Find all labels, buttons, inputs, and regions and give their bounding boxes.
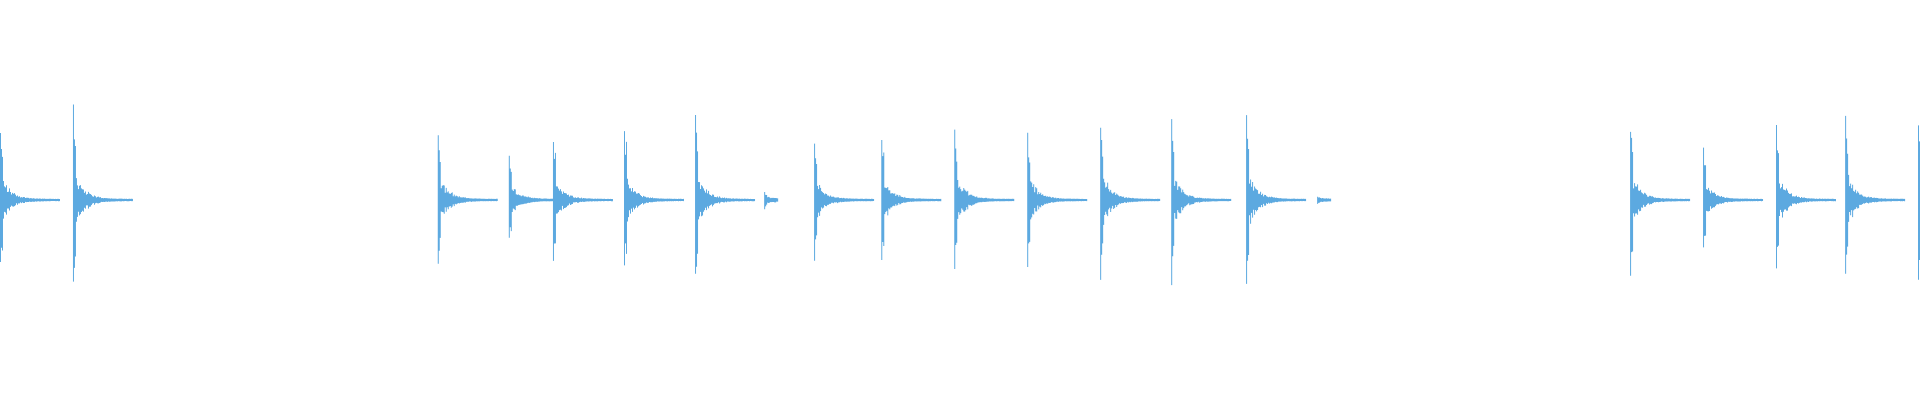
- transient-13: [1171, 119, 1232, 286]
- transient-16: [1630, 131, 1691, 276]
- transient-burst: [72, 104, 133, 282]
- transient-burst: [1171, 119, 1232, 286]
- transient-burst: [1630, 131, 1691, 276]
- transient-burst: [1776, 125, 1836, 269]
- transient-burst: [764, 191, 779, 210]
- transient-6: [695, 115, 756, 274]
- transient-burst: [624, 131, 684, 266]
- transient-17: [1703, 147, 1764, 248]
- transient-4: [552, 142, 613, 261]
- transient-burst: [1317, 196, 1332, 204]
- transient-20: [1918, 125, 1920, 280]
- transient-18: [1776, 125, 1836, 269]
- transient-burst: [552, 142, 613, 261]
- transient-burst: [1100, 127, 1161, 280]
- transient-burst: [1918, 125, 1920, 280]
- transient-burst: [1845, 115, 1906, 274]
- transient-8: [814, 143, 875, 261]
- transient-0: [0, 132, 60, 262]
- transient-5: [624, 131, 684, 266]
- transient-1: [72, 104, 133, 282]
- transient-15: [1317, 196, 1332, 204]
- transient-11: [1027, 132, 1088, 268]
- transient-10: [954, 129, 1015, 270]
- transient-12: [1100, 127, 1161, 280]
- transient-2: [437, 135, 498, 264]
- transient-burst: [1027, 132, 1088, 268]
- transient-burst: [954, 129, 1015, 270]
- waveform-transients: [0, 104, 1920, 286]
- transient-burst: [881, 140, 942, 261]
- transient-9: [881, 140, 942, 261]
- transient-burst: [437, 135, 498, 264]
- transient-burst: [814, 143, 875, 261]
- transient-19: [1845, 115, 1906, 274]
- transient-burst: [695, 115, 756, 274]
- transient-burst: [0, 132, 60, 262]
- transient-burst: [1246, 115, 1307, 284]
- transient-14: [1246, 115, 1307, 284]
- transient-7: [764, 191, 779, 210]
- transient-burst: [1703, 147, 1764, 248]
